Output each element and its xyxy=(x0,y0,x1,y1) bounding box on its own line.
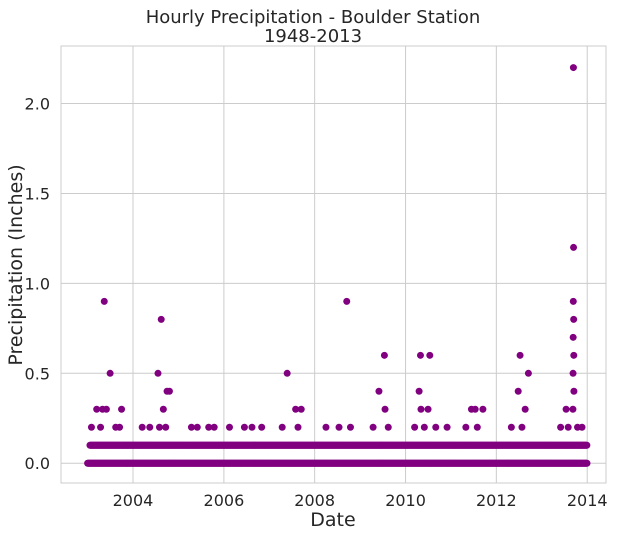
data-point xyxy=(283,369,291,377)
y-tick-label: 0.0 xyxy=(25,454,50,473)
data-point xyxy=(159,405,167,413)
data-point xyxy=(225,423,233,431)
data-point xyxy=(100,297,108,305)
x-tick-label: 2010 xyxy=(385,491,426,510)
data-point xyxy=(569,369,577,377)
y-tick-label: 0.5 xyxy=(25,364,50,383)
data-point xyxy=(564,423,572,431)
data-point xyxy=(479,405,487,413)
data-point xyxy=(146,423,154,431)
data-point xyxy=(193,423,201,431)
data-point xyxy=(471,405,479,413)
data-point xyxy=(524,369,532,377)
data-point xyxy=(155,423,163,431)
data-point xyxy=(569,333,577,341)
data-point xyxy=(411,423,419,431)
y-tick-label: 2.0 xyxy=(25,95,50,114)
y-tick-label: 1.0 xyxy=(25,274,50,293)
data-point xyxy=(521,405,529,413)
data-points xyxy=(84,64,591,467)
data-point xyxy=(432,423,440,431)
data-point xyxy=(570,315,578,323)
data-point xyxy=(518,423,526,431)
data-point xyxy=(165,387,173,395)
data-point xyxy=(569,405,577,413)
data-point xyxy=(578,423,586,431)
plot-area xyxy=(61,46,606,483)
data-point xyxy=(118,405,126,413)
data-point xyxy=(462,423,470,431)
data-point xyxy=(557,423,565,431)
data-point xyxy=(210,423,218,431)
plot-border xyxy=(60,45,607,484)
data-point xyxy=(162,423,170,431)
data-point xyxy=(240,423,248,431)
x-tick-label: 2008 xyxy=(294,491,335,510)
data-point xyxy=(570,351,578,359)
data-point xyxy=(424,405,432,413)
chart-subtitle: 1948-2013 xyxy=(264,26,362,47)
data-point xyxy=(570,387,578,395)
data-point xyxy=(322,423,330,431)
data-point xyxy=(569,64,577,72)
data-point xyxy=(335,423,343,431)
x-tick-label: 2006 xyxy=(204,491,245,510)
data-point xyxy=(375,387,383,395)
data-point xyxy=(426,351,434,359)
data-point xyxy=(248,423,256,431)
data-point xyxy=(292,405,300,413)
data-point xyxy=(583,459,591,467)
tick-labels: 2004 2006 2008 2010 2012 2014 0.0 0.5 1.0 1.5 2.0 xyxy=(25,95,608,510)
data-point xyxy=(507,423,515,431)
data-point xyxy=(514,387,522,395)
data-point xyxy=(415,387,423,395)
x-tick-label: 2014 xyxy=(567,491,608,510)
data-point xyxy=(205,423,213,431)
data-point xyxy=(187,423,195,431)
data-point xyxy=(384,423,392,431)
data-point xyxy=(157,315,165,323)
data-point xyxy=(93,405,101,413)
data-point xyxy=(583,441,591,449)
data-point xyxy=(569,297,577,305)
data-point xyxy=(443,423,451,431)
data-point xyxy=(570,243,578,251)
y-axis-label: Precipitation (Inches) xyxy=(5,164,27,365)
data-point xyxy=(87,423,95,431)
y-tick-label: 1.5 xyxy=(25,184,50,203)
data-point xyxy=(294,423,302,431)
data-point xyxy=(416,351,424,359)
data-point xyxy=(369,423,377,431)
x-tick-label: 2012 xyxy=(476,491,517,510)
x-tick-label: 2004 xyxy=(113,491,154,510)
data-point xyxy=(278,423,286,431)
data-point xyxy=(97,423,105,431)
data-point xyxy=(106,369,114,377)
data-point xyxy=(516,351,524,359)
data-point xyxy=(346,423,354,431)
data-point xyxy=(102,405,110,413)
data-point xyxy=(562,405,570,413)
data-point xyxy=(297,405,305,413)
data-point xyxy=(381,405,389,413)
data-point xyxy=(473,423,481,431)
data-point xyxy=(116,423,124,431)
data-point xyxy=(258,423,266,431)
data-point xyxy=(417,405,425,413)
data-point xyxy=(380,351,388,359)
data-point xyxy=(420,423,428,431)
data-point xyxy=(154,369,162,377)
plot-frame xyxy=(60,45,607,484)
chart-title: Hourly Precipitation - Boulder Station xyxy=(146,7,481,28)
x-axis-label: Date xyxy=(310,509,355,531)
data-point xyxy=(138,423,146,431)
data-point xyxy=(343,297,351,305)
